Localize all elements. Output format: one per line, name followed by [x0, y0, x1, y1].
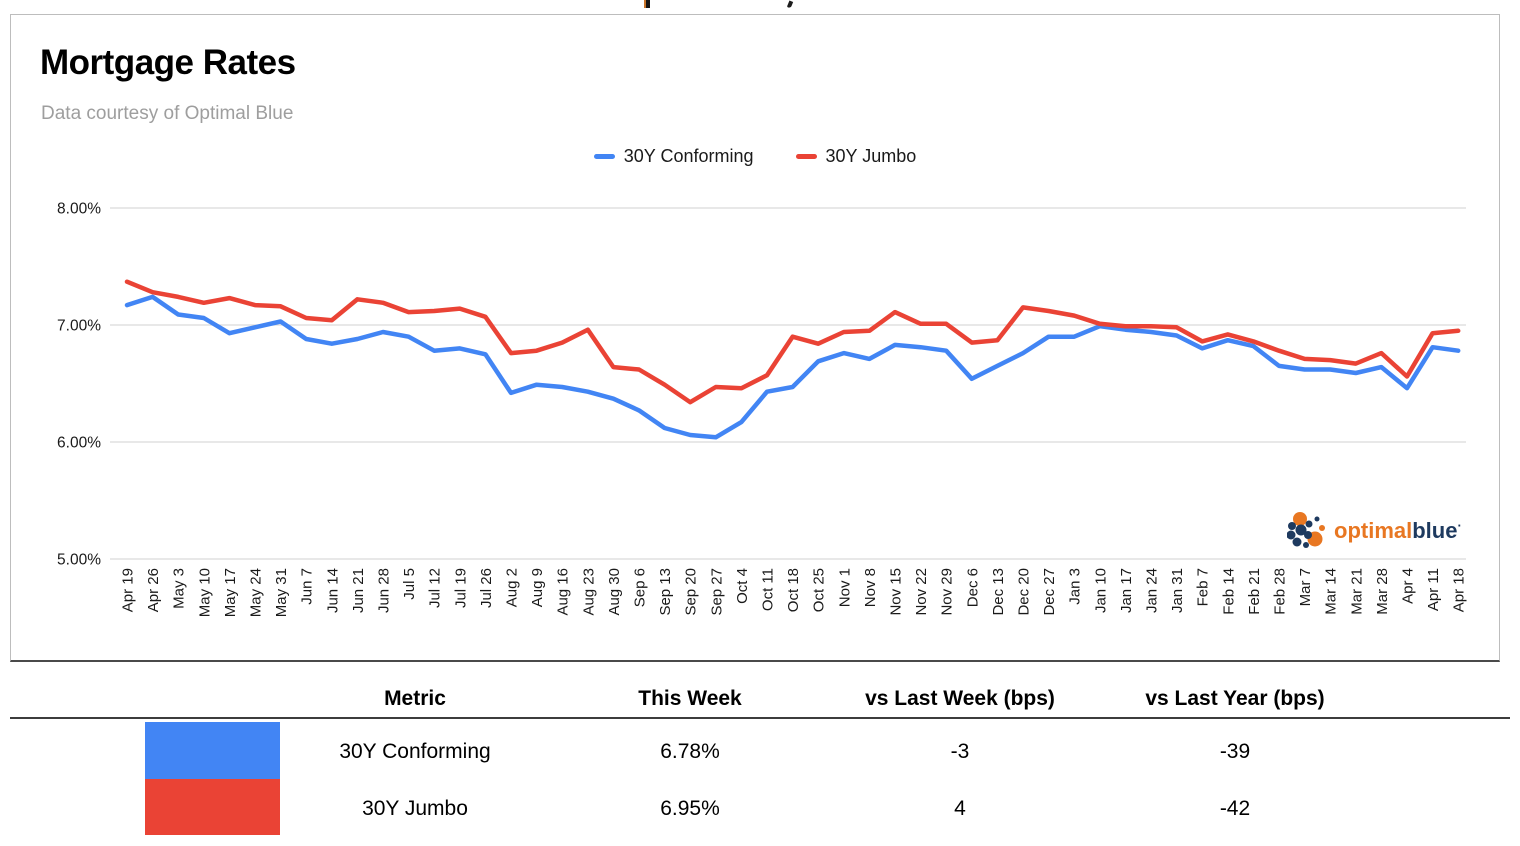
chart-subtitle: Data courtesy of Optimal Blue [41, 103, 294, 124]
row-metric: 30Y Jumbo [362, 797, 468, 820]
table-header-divider [10, 717, 1510, 719]
x-axis-tick-label: Dec 6 [964, 568, 981, 607]
x-axis-tick-label: Jan 31 [1169, 568, 1186, 613]
x-axis-tick-label: May 31 [273, 568, 290, 617]
chart-plot-area: 8.00% 7.00% 6.00% 5.00% Apr 19 Apr 26 May 3 May… [57, 201, 1468, 618]
table-header-this-week: This Week [638, 687, 742, 710]
cropped-text-remnant [786, 0, 794, 9]
x-axis-tick-label: Jun 21 [350, 568, 367, 613]
table-color-swatches [145, 722, 280, 835]
x-axis-tick-label: May 24 [248, 568, 265, 617]
x-axis-tick-label: Apr 11 [1425, 568, 1442, 611]
row-vs-last-week: 4 [954, 797, 966, 820]
x-axis-tick-label: Oct 18 [785, 568, 802, 612]
x-axis-tick-label: Feb 21 [1246, 568, 1263, 615]
optimalblue-logo: optimalblue· [1287, 511, 1462, 551]
series-line-30y-conforming [124, 294, 1461, 440]
jumbo-legend-swatch [795, 154, 817, 159]
x-axis-tick-label: Dec 20 [1016, 568, 1033, 616]
x-axis-tick-label: Nov 1 [836, 568, 853, 607]
jumbo-color-swatch [145, 778, 280, 835]
x-axis-tick-label: Jun 28 [376, 568, 393, 613]
y-axis-tick-label: 5.00% [57, 552, 101, 569]
conforming-legend-swatch [593, 154, 615, 159]
x-axis-tick-label: Aug 23 [580, 568, 597, 616]
x-axis-tick-label: Nov 29 [939, 568, 956, 616]
x-axis-tick-label: May 17 [222, 568, 239, 617]
x-axis-tick-label: Jun 14 [324, 568, 341, 613]
x-axis-tick-label: Oct 25 [811, 568, 828, 612]
x-axis-tick-label: Nov 8 [862, 568, 879, 607]
x-axis-tick-label: Mar 28 [1374, 568, 1391, 615]
y-axis-tick-label: 7.00% [57, 318, 101, 335]
x-axis-tick-label: Oct 4 [734, 568, 751, 604]
table-header-vs-last-year: vs Last Year (bps) [1145, 687, 1325, 710]
page-title: Mortgage Rates [40, 43, 296, 82]
x-axis-tick-label: Apr 18 [1451, 568, 1468, 612]
x-axis-tick-label: Apr 26 [145, 568, 162, 612]
x-axis-tick-label: Apr 19 [120, 568, 137, 612]
legend-label: 30Y Jumbo [825, 146, 917, 166]
row-this-week: 6.95% [660, 797, 720, 820]
optimalblue-logo-mark-icon [1287, 512, 1325, 548]
series-line-30y-jumbo [124, 279, 1461, 405]
legend-item-jumbo: 30Y Jumbo [795, 146, 917, 167]
x-axis-tick-label: Feb 14 [1220, 568, 1237, 615]
x-axis-tick-label: Jan 10 [1092, 568, 1109, 613]
x-axis-tick-label: Aug 2 [504, 568, 521, 607]
x-axis-tick-label: Jan 24 [1144, 568, 1161, 613]
table-header-vs-last-week: vs Last Week (bps) [865, 687, 1055, 710]
y-axis-tick-label: 8.00% [57, 201, 101, 218]
x-axis-tick-label: Jul 26 [478, 568, 495, 608]
x-axis-tick-label: Oct 11 [760, 568, 777, 611]
x-axis-tick-label: Mar 21 [1348, 568, 1365, 615]
row-this-week: 6.78% [660, 740, 720, 763]
x-axis-tick-label: Jan 17 [1118, 568, 1135, 613]
conforming-color-swatch [145, 722, 280, 779]
legend-label: 30Y Conforming [623, 146, 754, 166]
optimalblue-logo-text: optimalblue· [1334, 518, 1462, 543]
x-axis-tick-label: Feb 28 [1272, 568, 1289, 615]
table-header-metric: Metric [384, 687, 446, 710]
x-axis-tick-label: May 10 [196, 568, 213, 617]
x-axis-tick-label: Sep 13 [657, 568, 674, 616]
cropped-text-remnant [644, 0, 650, 8]
x-axis-tick-label: Nov 22 [913, 568, 930, 616]
x-axis-tick-label: Feb 7 [1195, 568, 1212, 606]
x-axis-tick-label: Mar 14 [1323, 568, 1340, 615]
x-axis-tick-label: Sep 6 [632, 568, 649, 607]
y-axis-tick-label: 6.00% [57, 435, 101, 452]
x-axis-tick-label: Jan 3 [1067, 568, 1084, 605]
x-axis-tick-label: Jul 19 [452, 568, 469, 608]
x-axis-tick-label: Nov 15 [888, 568, 905, 616]
row-metric: 30Y Conforming [339, 740, 491, 763]
row-vs-last-year: -39 [1219, 740, 1251, 763]
x-axis-tick-label: Dec 13 [990, 568, 1007, 616]
x-axis-tick-label: May 3 [171, 568, 188, 609]
row-vs-last-week: -3 [950, 740, 970, 763]
x-axis-tick-label: Dec 27 [1041, 568, 1058, 616]
x-axis-tick-label: Sep 20 [683, 568, 700, 616]
x-axis-tick-label: Jul 5 [401, 568, 418, 600]
x-axis-tick-label: Apr 4 [1400, 568, 1417, 604]
legend-item-conforming: 30Y Conforming [593, 146, 754, 167]
chart-legend: 30Y Conforming 30Y Jumbo [11, 146, 1499, 167]
x-axis-tick-label: Jun 7 [299, 568, 316, 605]
x-axis-tick-label: Sep 27 [708, 568, 725, 616]
x-axis-tick-label: Jul 12 [427, 568, 444, 608]
x-axis-tick-label: Aug 16 [555, 568, 572, 616]
x-axis-tick-label: Aug 30 [606, 568, 623, 616]
mortgage-rates-chart-card: Mortgage Rates Data courtesy of Optimal … [10, 14, 1500, 662]
row-vs-last-year: -42 [1219, 797, 1251, 820]
x-axis-tick-label: Aug 9 [529, 568, 546, 607]
x-axis-tick-label: Mar 7 [1297, 568, 1314, 606]
